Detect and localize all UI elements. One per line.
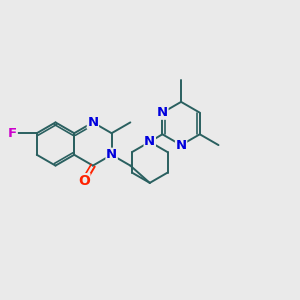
Text: N: N [157,106,168,119]
Text: O: O [78,174,90,188]
Text: F: F [8,127,17,140]
Text: N: N [87,116,98,129]
Text: N: N [144,135,155,148]
Text: N: N [176,139,187,152]
Text: N: N [106,148,117,161]
